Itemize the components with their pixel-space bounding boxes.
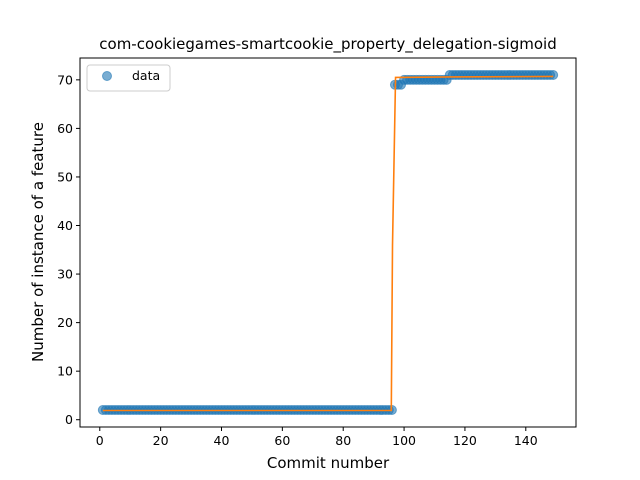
- y-tick-label: 70: [57, 72, 73, 87]
- x-tick-label: 80: [335, 433, 351, 448]
- x-tick-label: 60: [274, 433, 290, 448]
- y-tick-label: 0: [65, 412, 73, 427]
- x-axis-ticks: 0 20 40 60 80 100 120 140: [96, 427, 538, 448]
- x-tick-label: 120: [453, 433, 477, 448]
- legend-marker-data: [102, 71, 112, 81]
- y-tick-label: 10: [57, 364, 73, 379]
- y-tick-label: 40: [57, 218, 73, 233]
- plot-marks: [97, 69, 559, 416]
- legend-label-data: data: [132, 68, 160, 83]
- y-axis-label: Number of instance of a feature: [29, 122, 47, 362]
- x-axis-label: Commit number: [267, 454, 390, 472]
- x-tick-label: 40: [214, 433, 230, 448]
- y-tick-label: 50: [57, 169, 73, 184]
- y-tick-label: 20: [57, 315, 73, 330]
- fit-line: [102, 75, 554, 412]
- data-point: [548, 69, 559, 80]
- chart-title: com-cookiegames-smartcookie_property_del…: [99, 35, 556, 54]
- plot-frame: [79, 57, 577, 428]
- x-tick-label: 140: [514, 433, 538, 448]
- x-tick-label: 20: [153, 433, 169, 448]
- legend: data: [86, 64, 171, 92]
- y-tick-label: 60: [57, 121, 73, 136]
- y-axis-ticks: 0 10 20 30 40 50 60 70: [57, 72, 80, 427]
- y-tick-label: 30: [57, 267, 73, 282]
- x-tick-label: 0: [96, 433, 104, 448]
- x-tick-label: 100: [392, 433, 416, 448]
